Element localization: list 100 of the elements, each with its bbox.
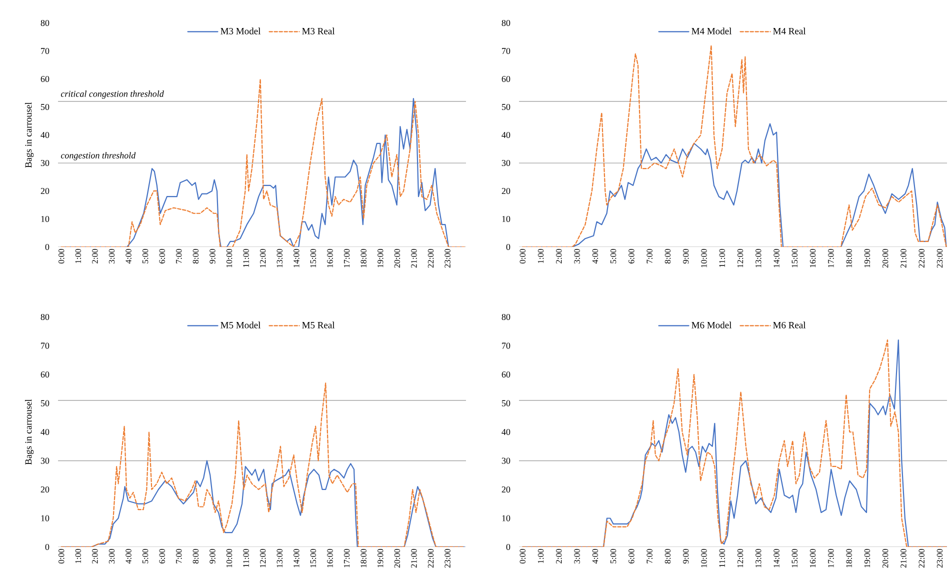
x-tick-label: 16:00: [327, 249, 333, 268]
y-tick-label: 80: [40, 314, 50, 320]
x-tick-label: 0:00: [520, 249, 526, 264]
y-tick-label: 10: [41, 216, 50, 222]
x-tick-label: 3:00: [108, 549, 115, 564]
x-tick-label: 15:00: [792, 549, 798, 568]
x-tick-label: 7:00: [176, 549, 182, 564]
y-tick-label: 30: [502, 458, 510, 464]
x-tick-label: 6:00: [159, 549, 165, 564]
x-tick-label: 18:00: [360, 549, 366, 568]
x-tick-label: 8:00: [664, 549, 671, 564]
x-tick-label: 4:00: [592, 249, 598, 264]
x-tick-label: 13:00: [756, 249, 762, 268]
ref-line-label: congestion threshold: [60, 152, 136, 160]
y-tick-label: 70: [502, 342, 510, 349]
y-axis-title: Bags in carrousel: [24, 399, 34, 465]
x-tick-label: 10:00: [701, 549, 707, 568]
x-tick-label: 21:00: [900, 549, 906, 568]
y-tick-label: 30: [502, 160, 510, 166]
x-tick-label: 5:00: [610, 549, 616, 564]
x-tick-label: 14:00: [774, 249, 780, 268]
x-tick-label: 12:00: [260, 549, 266, 568]
x-tick-label: 4:00: [592, 549, 598, 564]
x-tick-label: 2:00: [92, 549, 98, 564]
legend-label: M6 Real: [773, 322, 806, 328]
x-tick-label: 0:00: [58, 249, 64, 264]
x-tick-label: 16:00: [327, 549, 333, 568]
x-tick-label: 16:00: [810, 249, 816, 268]
x-tick-label: 17:00: [828, 549, 834, 568]
y-tick-label: 20: [502, 188, 510, 194]
x-tick-label: 12:00: [737, 249, 744, 268]
x-tick-label: 10:00: [226, 549, 232, 568]
x-tick-label: 15:00: [310, 249, 316, 268]
x-tick-label: 13:00: [276, 249, 283, 268]
x-tick-label: 5:00: [610, 249, 616, 264]
y-tick-label: 40: [502, 132, 510, 138]
x-tick-label: 2:00: [556, 549, 562, 564]
x-tick-label: 4:00: [126, 249, 132, 264]
x-tick-label: 9:00: [210, 549, 216, 564]
x-tick-label: 3:00: [108, 249, 115, 264]
x-tick-label: 18:00: [846, 549, 852, 568]
y-tick-label: 10: [41, 515, 50, 522]
x-tick-label: 2:00: [92, 249, 98, 264]
y-tick-label: 60: [40, 76, 50, 82]
x-tick-label: 7:00: [176, 249, 182, 264]
x-tick-label: 23:00: [444, 249, 450, 268]
x-tick-label: 20:00: [882, 249, 888, 268]
x-tick-label: 7:00: [646, 549, 652, 564]
x-tick-label: 5:00: [142, 249, 148, 264]
x-tick-label: 23:00: [936, 549, 943, 568]
x-tick-label: 18:00: [360, 249, 366, 268]
x-tick-label: 3:00: [574, 549, 580, 564]
y-tick-label: 10: [502, 515, 510, 522]
x-tick-label: 12:00: [260, 249, 266, 268]
y-tick-label: 0: [506, 244, 510, 250]
y-tick-label: 80: [502, 314, 510, 320]
y-tick-label: 40: [40, 428, 50, 436]
x-tick-label: 14:00: [774, 549, 780, 568]
x-tick-label: 5:00: [142, 549, 148, 564]
x-tick-label: 19:00: [378, 249, 384, 268]
y-tick-label: 60: [40, 371, 50, 378]
x-tick-label: 6:00: [628, 549, 634, 564]
x-tick-label: 14:00: [294, 549, 300, 568]
x-tick-label: 23:00: [936, 249, 943, 268]
y-tick-label: 20: [40, 486, 50, 493]
x-tick-label: 1:00: [75, 249, 82, 264]
x-tick-label: 17:00: [344, 249, 350, 268]
x-tick-label: 19:00: [864, 249, 870, 268]
x-tick-label: 6:00: [159, 249, 165, 264]
x-tick-label: 18:00: [846, 249, 852, 268]
line-series: [60, 382, 465, 547]
x-tick-label: 11:00: [719, 249, 726, 267]
y-tick-label: 30: [40, 458, 50, 464]
y-tick-label: 40: [40, 132, 50, 138]
x-tick-label: 19:00: [378, 549, 384, 568]
ref-line-label: critical congestion threshold: [60, 90, 164, 99]
x-tick-label: 23:00: [444, 549, 450, 568]
x-tick-label: 8:00: [664, 249, 671, 264]
x-tick-label: 17:00: [828, 249, 834, 268]
x-tick-label: 13:00: [276, 549, 283, 568]
x-tick-label: 13:00: [756, 549, 762, 568]
x-tick-label: 10:00: [701, 249, 707, 268]
x-tick-label: 8:00: [192, 249, 199, 264]
y-tick-label: 0: [45, 244, 50, 250]
x-tick-label: 8:00: [192, 549, 199, 564]
legend-label: M5 Model: [220, 322, 261, 328]
x-tick-label: 4:00: [126, 549, 132, 564]
x-tick-label: 22:00: [428, 549, 434, 568]
y-tick-label: 80: [40, 20, 50, 26]
legend-label: M3 Real: [302, 28, 335, 34]
y-tick-label: 70: [41, 48, 50, 54]
y-tick-label: 60: [502, 371, 510, 378]
y-tick-label: 10: [502, 216, 510, 222]
x-tick-label: 10:00: [226, 249, 232, 268]
x-tick-label: 21:00: [411, 549, 417, 568]
x-tick-label: 11:00: [243, 249, 249, 267]
x-tick-label: 21:00: [900, 249, 906, 268]
x-tick-label: 9:00: [210, 249, 216, 264]
x-tick-label: 11:00: [243, 549, 249, 567]
x-tick-label: 1:00: [538, 249, 544, 264]
